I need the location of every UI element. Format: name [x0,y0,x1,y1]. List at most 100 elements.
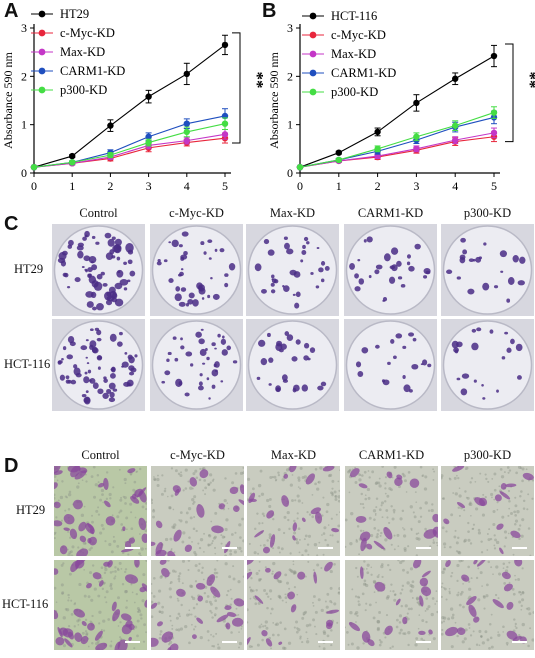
membrane-pore [407,607,411,611]
membrane-pore [443,587,447,591]
membrane-pore [193,495,197,499]
colony [206,377,210,381]
membrane-pore [374,514,377,516]
membrane-pore [467,580,471,583]
invading-cell [210,586,221,598]
colony [220,338,227,345]
dish-well [247,320,338,410]
membrane-pore [190,595,194,599]
invading-cell [445,560,451,568]
membrane-pore [358,478,362,482]
membrane-pore [200,571,204,574]
colony [178,244,183,248]
membrane-pore [297,478,301,482]
colony [91,264,98,271]
membrane-pore [133,647,136,650]
membrane-pore [392,590,395,593]
colony [77,250,84,259]
invading-cell [54,609,59,620]
membrane-pore [359,529,363,532]
membrane-pore [283,646,287,650]
membrane-pore [355,621,357,623]
membrane-pore [168,643,171,646]
membrane-pore [70,613,74,616]
membrane-pore [143,623,147,627]
colony [61,358,64,361]
colony [400,284,406,288]
colony [224,273,229,277]
invading-cell [78,521,87,532]
membrane-pore [281,478,285,482]
chart-a-legend-marker [38,10,46,18]
membrane-pore [234,472,238,475]
membrane-pore [467,530,470,533]
membrane-pore [54,531,57,534]
membrane-pore [478,629,482,633]
membrane-pore [415,597,420,601]
membrane-pore [135,471,138,473]
colony [96,329,102,336]
membrane-pore [174,469,178,473]
membrane-pore [485,594,489,598]
membrane-pore [277,579,282,584]
membrane-pore [211,542,214,545]
membrane-pore [415,501,418,504]
membrane-pore [339,469,340,472]
membrane-pore [225,594,229,597]
membrane-pore [373,527,377,530]
membrane-pore [85,473,87,476]
membrane-pore [314,625,316,628]
chart-b-series-line [299,55,495,168]
invading-cell [373,540,385,550]
colony [199,373,203,377]
membrane-pore [478,644,481,647]
chart-b-series-line [299,132,495,168]
membrane-pore [311,515,315,519]
membrane-pore [370,566,373,569]
colony [504,331,509,335]
membrane-pore [314,467,318,471]
membrane-pore [124,568,128,571]
membrane-pore [508,561,511,564]
membrane-pore [442,542,447,546]
membrane-pore [296,593,299,596]
membrane-pore [506,466,510,469]
membrane-pore [178,572,182,575]
membrane-pore [490,566,493,569]
membrane-pore [264,620,268,624]
membrane-pore [241,517,244,521]
membrane-pore [470,477,474,480]
membrane-pore [178,580,181,583]
chart-b-data-point [490,109,498,116]
scale-bar [318,641,333,643]
membrane-pore [378,643,382,647]
invading-cell [73,608,85,618]
membrane-pore [191,541,193,543]
membrane-pore [415,637,419,640]
chart-b-legend-label: CARM1-KD [331,66,396,80]
membrane-pore [493,472,497,476]
panel-label-a: A [4,0,19,22]
membrane-pore [76,485,80,489]
invading-cell [161,567,170,578]
membrane-pore [337,591,340,594]
membrane-pore [184,468,188,472]
membrane-pore [351,588,354,591]
membrane-pore [322,630,326,634]
membrane-pore [176,597,179,600]
membrane-pore [393,593,397,597]
membrane-pore [64,607,68,611]
membrane-pore [210,520,213,523]
invading-cell [225,622,231,630]
membrane-pore [441,526,445,530]
invasion-micrograph [247,466,340,556]
membrane-pore [485,583,489,587]
membrane-pore [297,527,301,531]
colony [119,279,129,286]
membrane-pore [465,466,469,470]
colony [86,301,94,308]
membrane-pore [454,621,457,624]
membrane-pore [363,470,367,474]
chart-a-legend-marker [38,67,46,75]
invasion-micrograph [441,466,534,556]
